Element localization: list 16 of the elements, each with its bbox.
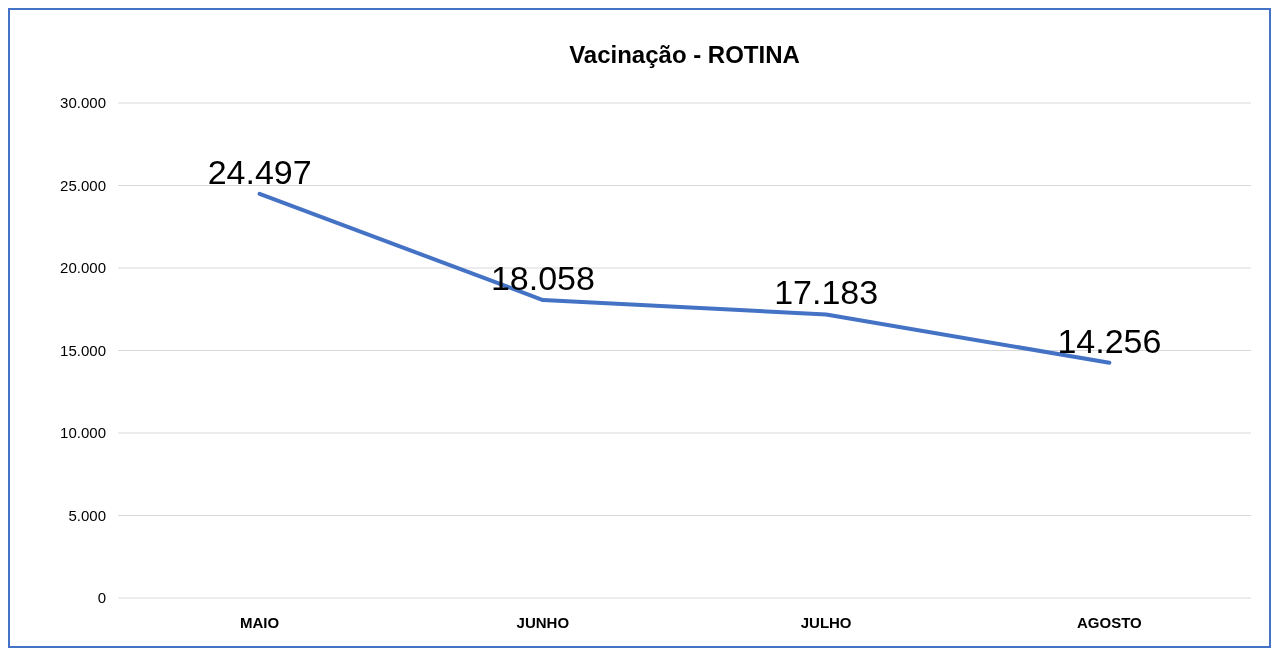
- y-tick-label: 20.000: [60, 259, 106, 277]
- x-tick-label: JULHO: [800, 614, 852, 631]
- text: 17.183: [774, 273, 879, 312]
- y-tick-label: 0: [97, 589, 106, 607]
- y-tick-label: 10.000: [60, 424, 106, 442]
- x-tick-label: AGOSTO: [1077, 614, 1143, 631]
- text: 18.058: [490, 259, 595, 298]
- x-tick-label: MAIO: [240, 614, 280, 631]
- chart-title: Vacinação - ROTINA: [569, 41, 800, 68]
- y-tick-label: 25.000: [60, 176, 106, 194]
- y-tick-label: 15.000: [60, 341, 106, 359]
- text: 14.256: [1057, 321, 1162, 360]
- x-tick-label: JUNHO: [516, 614, 570, 631]
- y-tick-label: 5.000: [68, 506, 106, 524]
- y-tick-label: 30.000: [60, 94, 106, 112]
- text: 24.497: [207, 152, 312, 191]
